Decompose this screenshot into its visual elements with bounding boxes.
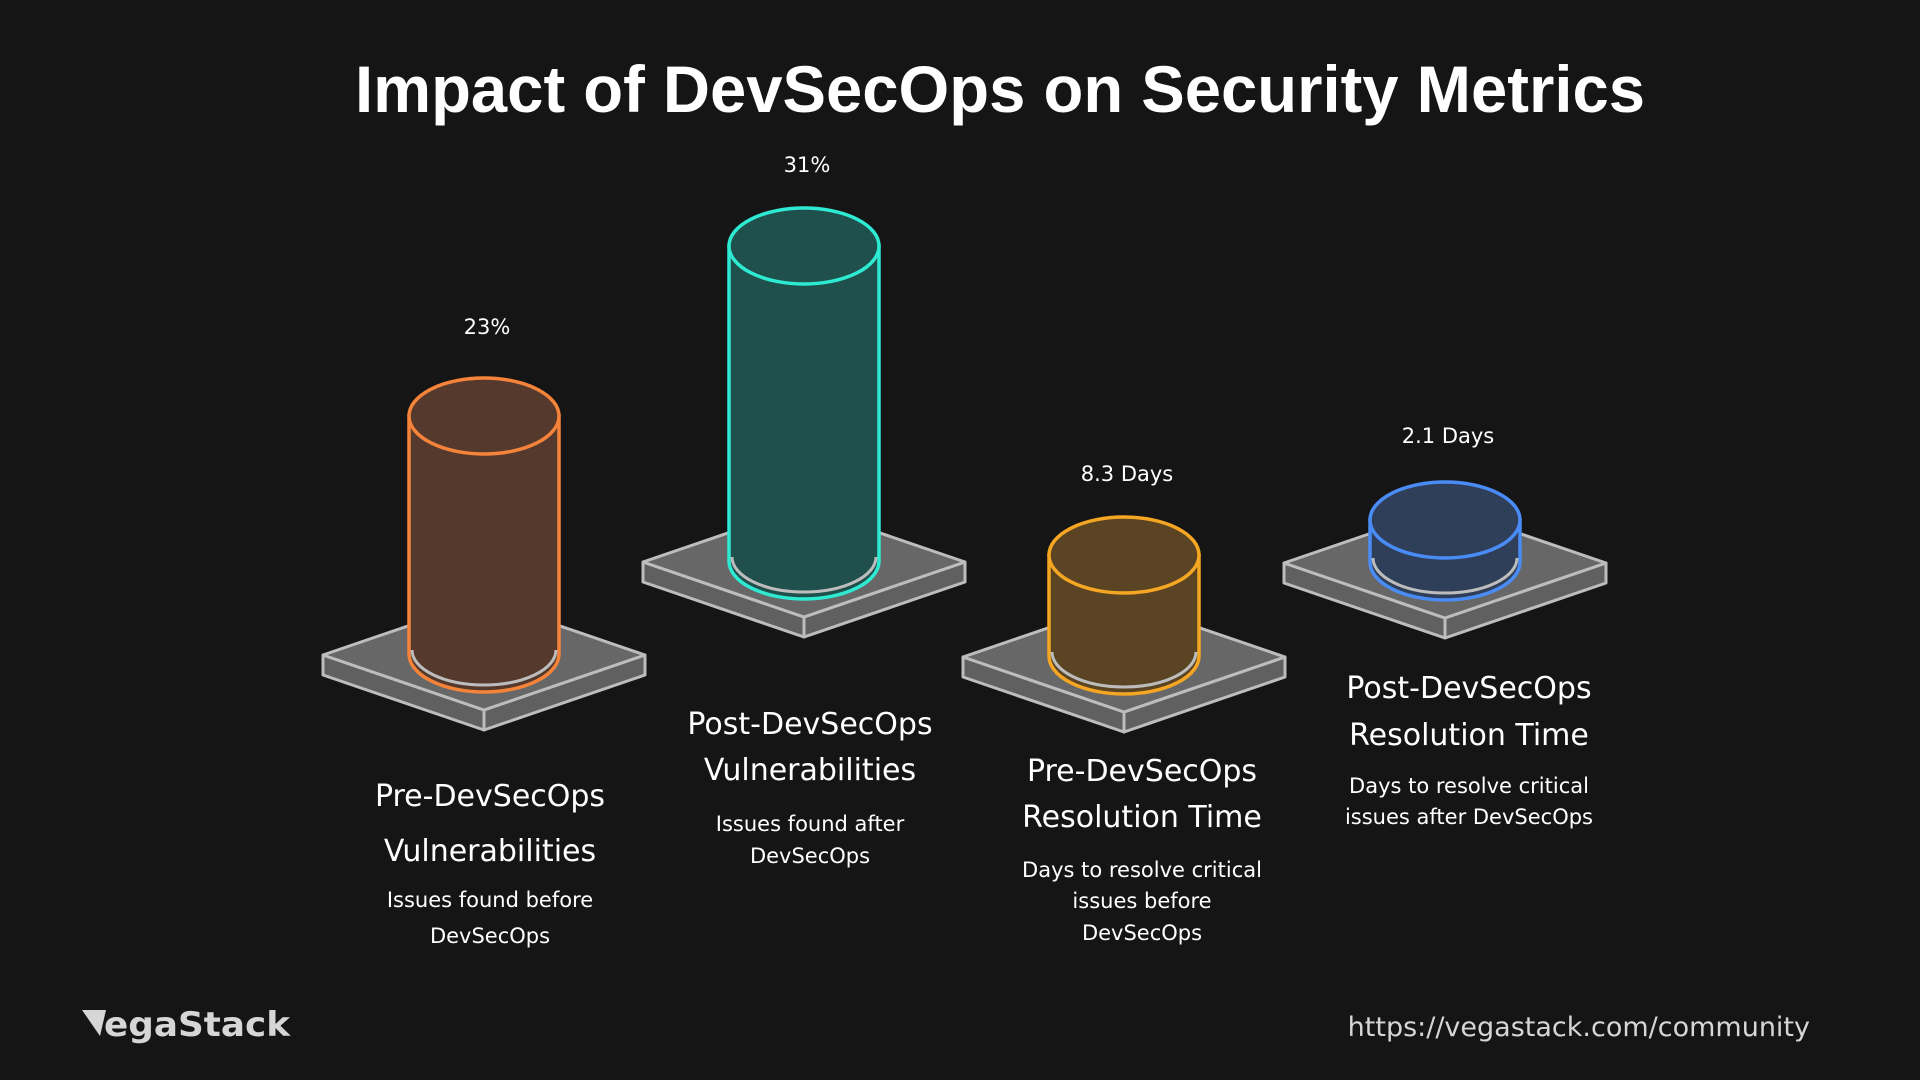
cylinder-top [1047, 515, 1201, 595]
cylinder-base-edge [1050, 651, 1198, 689]
category-title-line: Post-DevSecOps [1346, 671, 1591, 706]
value-label: 2.1 Days [1402, 424, 1494, 448]
category-title-line: Resolution Time [1022, 800, 1262, 835]
cylinder-top [727, 206, 881, 286]
cylinder-base-edge [1371, 557, 1519, 595]
bars-group [321, 206, 1608, 734]
bar-3 [961, 515, 1287, 734]
category-subtitle-line: Days to resolve critical [1349, 774, 1589, 798]
cylinder-top [407, 376, 561, 456]
value-label: 8.3 Days [1081, 462, 1173, 486]
category-title-line: Vulnerabilities [704, 753, 916, 788]
brand-logo: egaStack [82, 1005, 291, 1045]
bar-4 [1282, 480, 1608, 640]
value-label: 31% [784, 153, 831, 177]
category-subtitle-line: Issues found after [716, 812, 905, 836]
category-title-line: Pre-DevSecOps [1027, 754, 1257, 789]
brand-name: egaStack [104, 1005, 291, 1045]
cylinder-body [407, 414, 561, 694]
bar-2 [641, 206, 967, 639]
bar-1 [321, 376, 647, 732]
footer-url[interactable]: https://vegastack.com/community [1348, 1012, 1810, 1043]
category-subtitle-line: DevSecOps [1082, 921, 1202, 945]
category-title-line: Vulnerabilities [384, 834, 596, 869]
category-subtitle-line: DevSecOps [430, 924, 550, 948]
category-title-line: Post-DevSecOps [687, 707, 932, 742]
category-title-line: Pre-DevSecOps [375, 779, 605, 814]
value-label: 23% [464, 315, 511, 339]
chart-title: Impact of DevSecOps on Security Metrics [355, 52, 1645, 126]
category-title-line: Resolution Time [1349, 718, 1589, 753]
cylinder-body [727, 244, 881, 601]
cylinder-base-edge [730, 556, 878, 594]
cylinder-base-edge [410, 649, 558, 687]
cylinder-top [1368, 480, 1522, 560]
category-subtitle-line: issues after DevSecOps [1345, 805, 1593, 829]
category-subtitle-line: Issues found before [387, 888, 593, 912]
labels-group: 23% Pre-DevSecOps Vulnerabilities Issues fo… [375, 153, 1593, 948]
category-subtitle-line: issues before [1072, 889, 1211, 913]
logo-mark-icon [82, 1010, 106, 1036]
category-subtitle-line: Days to resolve critical [1022, 858, 1262, 882]
category-subtitle-line: DevSecOps [750, 844, 870, 868]
